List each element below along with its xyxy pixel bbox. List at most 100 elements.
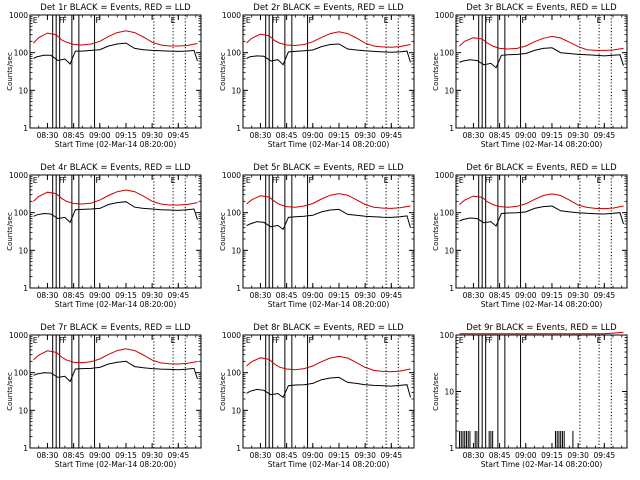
event-marker-label: F bbox=[275, 16, 280, 25]
x-tick-label: 08:30 bbox=[37, 131, 59, 140]
y-axis-label: Counts/sec bbox=[219, 372, 227, 411]
panel-title: Det 7r BLACK = Events, RED = LLD bbox=[40, 323, 191, 333]
y-tick-label: 1000 bbox=[222, 11, 241, 20]
x-axis-label: Start Time (02-Mar-14 08:20:00) bbox=[268, 140, 390, 149]
y-tick-label: 100 bbox=[14, 49, 29, 58]
panel-title: Det 2r BLACK = Events, RED = LLD bbox=[253, 3, 404, 13]
y-tick-label: 1 bbox=[236, 284, 241, 293]
y-axis-label: Counts/sec bbox=[432, 52, 440, 91]
x-axis-label: Start Time (02-Mar-14 08:20:00) bbox=[55, 460, 177, 469]
x-tick-label: 08:30 bbox=[250, 131, 272, 140]
y-tick-label: 10 bbox=[18, 406, 28, 415]
event-marker-label: F bbox=[522, 16, 527, 25]
x-tick-label: 08:30 bbox=[37, 451, 59, 460]
x-tick-label: 08:45 bbox=[63, 451, 85, 460]
plot-frame bbox=[455, 174, 628, 289]
x-tick-label: 09:45 bbox=[381, 291, 403, 300]
x-tick-label: 08:30 bbox=[37, 291, 59, 300]
x-tick-label: 09:45 bbox=[168, 451, 190, 460]
x-axis-label: Start Time (02-Mar-14 08:20:00) bbox=[481, 300, 603, 309]
event-marker-label: E bbox=[246, 16, 251, 25]
event-marker-label: E bbox=[459, 176, 464, 185]
y-tick-label: 100 bbox=[440, 331, 455, 340]
series-line-events bbox=[246, 208, 411, 231]
x-tick-label: 09:15 bbox=[541, 131, 563, 140]
panel-det-6: Det 6r BLACK = Events, RED = LLD 1 10 100 10… bbox=[432, 163, 628, 309]
y-tick-label: 10 bbox=[18, 86, 28, 95]
y-tick-label: 1000 bbox=[222, 171, 241, 180]
panel-title: Det 9r BLACK = Events, RED = LLD bbox=[466, 323, 617, 333]
x-tick-label: 09:30 bbox=[141, 451, 163, 460]
x-axis-label: Start Time (02-Mar-14 08:20:00) bbox=[55, 300, 177, 309]
event-marker-label: F bbox=[272, 176, 277, 185]
x-tick-label: 09:00 bbox=[302, 131, 324, 140]
x-tick-label: 09:15 bbox=[328, 291, 350, 300]
y-axis-label: Counts/sec bbox=[432, 212, 440, 251]
y-tick-label: 1000 bbox=[222, 331, 241, 340]
x-tick-label: 09:45 bbox=[381, 131, 403, 140]
panel-det-2: Det 2r BLACK = Events, RED = LLD 1 10 100 10… bbox=[219, 3, 415, 149]
panel-det-1: Det 1r BLACK = Events, RED = LLD 1 10 100 10… bbox=[6, 3, 202, 149]
event-marker-label: F bbox=[62, 16, 67, 25]
x-tick-label: 09:00 bbox=[89, 291, 111, 300]
panel-det-8: Det 8r BLACK = Events, RED = LLD 1 10 100 10… bbox=[219, 323, 415, 469]
panel-title: Det 3r BLACK = Events, RED = LLD bbox=[466, 3, 617, 13]
event-marker-label: E bbox=[171, 176, 176, 185]
x-axis-label: Start Time (02-Mar-14 08:20:00) bbox=[268, 300, 390, 309]
x-axis-label: Start Time (02-Mar-14 08:20:00) bbox=[481, 140, 603, 149]
event-marker-label: F bbox=[522, 176, 527, 185]
x-tick-label: 09:30 bbox=[567, 451, 589, 460]
y-tick-label: 10 bbox=[444, 86, 454, 95]
y-tick-label: 100 bbox=[227, 369, 242, 378]
y-tick-label: 10 bbox=[444, 246, 454, 255]
x-tick-label: 09:00 bbox=[302, 291, 324, 300]
x-tick-label: 09:45 bbox=[168, 131, 190, 140]
event-marker-label: E bbox=[246, 336, 251, 345]
series-line-lld bbox=[459, 35, 624, 51]
x-tick-label: 09:30 bbox=[354, 291, 376, 300]
series-line-events bbox=[33, 201, 198, 224]
series-line-events bbox=[246, 43, 411, 66]
series-line-lld bbox=[459, 331, 624, 335]
plot-frame bbox=[29, 174, 202, 289]
panel-det-9: Det 9r BLACK = Events, RED = LLD 1 10 100 08… bbox=[432, 323, 628, 469]
x-tick-label: 09:00 bbox=[89, 131, 111, 140]
event-marker-label: F bbox=[59, 176, 64, 185]
series-line-lld bbox=[33, 30, 198, 47]
series-line-lld bbox=[33, 348, 198, 365]
x-tick-label: 09:15 bbox=[328, 451, 350, 460]
y-axis-label: Counts/sec bbox=[6, 212, 14, 251]
x-axis-label: Start Time (02-Mar-14 08:20:00) bbox=[268, 460, 390, 469]
y-tick-label: 100 bbox=[14, 209, 29, 218]
x-tick-label: 09:15 bbox=[328, 131, 350, 140]
event-marker-label: E bbox=[459, 16, 464, 25]
x-tick-label: 09:45 bbox=[594, 451, 616, 460]
x-tick-label: 09:00 bbox=[89, 451, 111, 460]
event-marker-label: F bbox=[488, 16, 493, 25]
event-marker-label: F bbox=[96, 176, 101, 185]
event-marker-label: F bbox=[96, 336, 101, 345]
x-axis-label: Start Time (02-Mar-14 08:20:00) bbox=[481, 460, 603, 469]
x-tick-label: 08:45 bbox=[489, 131, 511, 140]
x-tick-label: 09:30 bbox=[354, 451, 376, 460]
event-marker-label: E bbox=[33, 16, 38, 25]
event-marker-label: E bbox=[384, 16, 389, 25]
y-tick-label: 1000 bbox=[435, 171, 454, 180]
panel-title: Det 8r BLACK = Events, RED = LLD bbox=[253, 323, 404, 333]
y-tick-label: 1 bbox=[23, 284, 28, 293]
series-line-lld bbox=[246, 31, 411, 48]
y-tick-label: 100 bbox=[227, 49, 242, 58]
y-tick-label: 1000 bbox=[9, 11, 28, 20]
y-axis-label: Counts/sec bbox=[432, 372, 440, 411]
event-marker-label: E bbox=[33, 336, 38, 345]
x-tick-label: 08:30 bbox=[463, 291, 485, 300]
series-line-events bbox=[246, 376, 411, 399]
x-tick-label: 09:30 bbox=[354, 131, 376, 140]
event-marker-label: F bbox=[309, 176, 314, 185]
y-tick-label: 100 bbox=[14, 369, 29, 378]
y-tick-label: 1 bbox=[449, 124, 454, 133]
series-line-events bbox=[459, 205, 624, 227]
x-tick-label: 08:45 bbox=[63, 131, 85, 140]
event-marker-label: F bbox=[96, 16, 101, 25]
x-tick-label: 09:15 bbox=[541, 451, 563, 460]
